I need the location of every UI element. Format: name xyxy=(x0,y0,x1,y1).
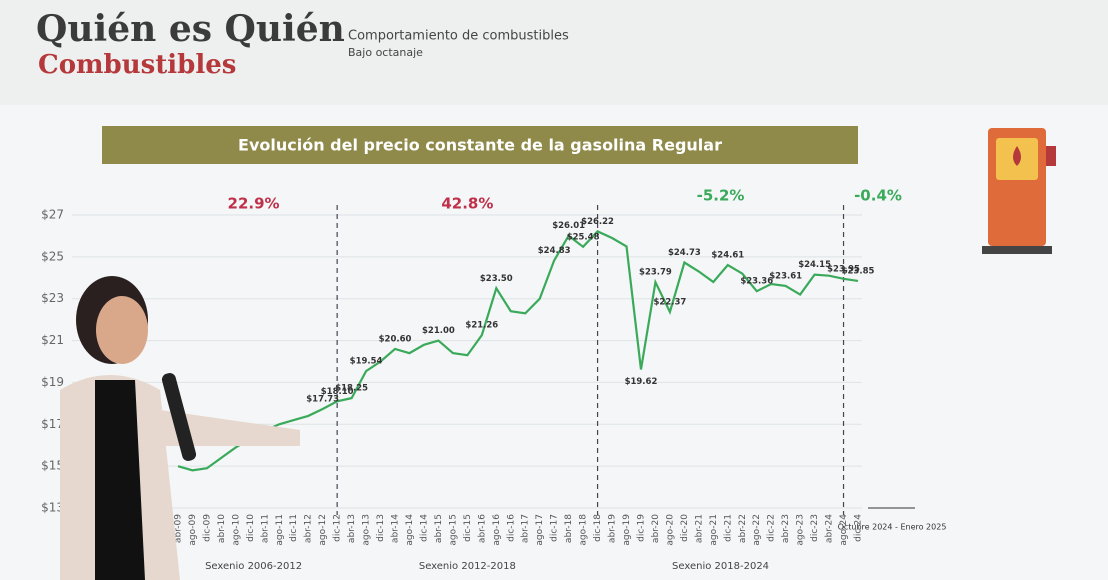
x-tick-label: ago-14 xyxy=(405,514,415,546)
x-tick-label: ago-21 xyxy=(709,514,719,546)
x-tick-label: dic-20 xyxy=(680,514,690,542)
value-label: $23.36 xyxy=(740,277,773,287)
x-tick-label: ago-11 xyxy=(275,514,285,546)
x-tick-label: ago-24 xyxy=(839,514,849,546)
pump-icon xyxy=(982,128,1056,254)
x-tick-label: dic-09 xyxy=(202,514,212,542)
y-tick-label: $17 xyxy=(41,417,64,431)
x-tick-label: abr-10 xyxy=(217,514,227,543)
x-tick-label: dic-23 xyxy=(810,514,820,542)
x-tick-label: ago-23 xyxy=(796,514,806,546)
x-tick-label: abr-15 xyxy=(434,514,444,543)
value-label: $19.62 xyxy=(625,377,658,387)
value-label: $18.10 xyxy=(321,387,354,397)
y-tick-label: $13 xyxy=(41,501,64,515)
period-change: 42.8% xyxy=(441,195,493,213)
x-tick-label: dic-17 xyxy=(550,514,560,542)
value-label: $24.61 xyxy=(711,251,744,261)
x-tick-label: ago-15 xyxy=(448,514,458,546)
period-label: Sexenio 2012-2018 xyxy=(419,561,516,572)
x-tick-label: abr-19 xyxy=(608,514,618,543)
x-tick-label: ago-19 xyxy=(622,514,632,546)
value-label: $19.54 xyxy=(350,357,383,367)
value-label: $23.95 xyxy=(827,264,860,274)
x-tick-label: ago-16 xyxy=(492,514,502,546)
x-tick-label: dic-22 xyxy=(767,514,777,542)
logo-title: Quién es Quién xyxy=(36,8,345,50)
presenter xyxy=(60,276,300,580)
x-tick-label: ago-10 xyxy=(231,514,241,546)
x-tick-label: abr-09 xyxy=(174,514,184,543)
value-label: $25.48 xyxy=(567,232,600,242)
x-tick-label: ago-20 xyxy=(665,514,675,546)
value-label: $23.85 xyxy=(842,266,875,276)
value-label: $21.26 xyxy=(465,321,498,331)
value-label: $21.00 xyxy=(422,326,455,336)
x-tick-label: abr-14 xyxy=(391,514,401,543)
x-tick-label: dic-11 xyxy=(289,514,299,542)
period-change: -0.4% xyxy=(854,187,902,205)
title-banner xyxy=(102,126,858,164)
x-tick-label: abr-16 xyxy=(477,514,487,543)
x-tick-label: dic-14 xyxy=(419,514,429,542)
period-change: -5.2% xyxy=(697,187,745,205)
x-tick-label: dic-10 xyxy=(246,514,256,542)
x-tick-label: dic-15 xyxy=(463,514,473,542)
value-label: $24.83 xyxy=(538,246,571,256)
x-tick-label: abr-21 xyxy=(694,514,704,543)
value-label: $24.15 xyxy=(798,260,831,270)
x-tick-label: abr-20 xyxy=(651,514,661,543)
x-tick-label: abr-18 xyxy=(564,514,574,543)
header-subtitle: Bajo octanaje xyxy=(348,46,423,59)
x-tick-label: dic-12 xyxy=(333,514,343,542)
x-tick-label: abr-23 xyxy=(781,514,791,543)
period-label: Sexenio 2018-2024 xyxy=(672,561,769,572)
value-label: $23.61 xyxy=(769,271,802,281)
value-label: $26.22 xyxy=(581,217,614,227)
x-tick-label: dic-16 xyxy=(506,514,516,542)
x-tick-label: abr-13 xyxy=(347,514,357,543)
x-tick-label: dic-24 xyxy=(854,514,864,542)
annotation: Octubre 2024 - Enero 2025 xyxy=(838,523,947,532)
logo-subtitle: Combustibles xyxy=(38,50,236,80)
header-band xyxy=(0,0,1108,105)
y-tick-label: $19 xyxy=(41,375,64,389)
period-change: 22.9% xyxy=(228,195,280,213)
x-tick-label: dic-18 xyxy=(593,514,603,542)
value-label: $26.01 xyxy=(552,221,585,231)
y-tick-label: $25 xyxy=(41,249,64,263)
value-label: $22.37 xyxy=(654,297,687,307)
x-tick-label: abr-24 xyxy=(825,514,835,543)
x-tick-label: abr-12 xyxy=(304,514,314,543)
chart-title: Evolución del precio constante de la gas… xyxy=(238,136,722,155)
header-title: Comportamiento de combustibles xyxy=(348,29,569,44)
x-tick-label: ago-17 xyxy=(535,514,545,546)
value-label: $17.73 xyxy=(306,395,339,405)
x-tick-label: abr-11 xyxy=(260,514,270,543)
period-label: Sexenio 2006-2012 xyxy=(205,561,302,572)
line xyxy=(177,229,859,472)
value-label: $18.25 xyxy=(335,384,368,394)
x-tick-label: ago-22 xyxy=(752,514,762,546)
x-tick-label: dic-13 xyxy=(376,514,386,542)
value-label: $24.73 xyxy=(668,248,701,258)
x-tick-label: abr-17 xyxy=(521,514,531,543)
y-tick-label: $21 xyxy=(41,333,64,347)
value-label: $23.50 xyxy=(480,274,513,284)
x-tick-label: ago-09 xyxy=(188,514,198,546)
x-tick-label: dic-19 xyxy=(636,514,646,542)
y-tick-label: $27 xyxy=(41,208,64,222)
plot: $13 $15 $17 $19 $21 $23 $25 $27 abr-09 ago-09 dic-… xyxy=(41,187,902,573)
value-label: $20.60 xyxy=(379,334,412,344)
x-tick-label: abr-22 xyxy=(738,514,748,543)
x-tick-label: ago-18 xyxy=(579,514,589,546)
x-tick-label: ago-12 xyxy=(318,514,328,546)
value-label: $23.79 xyxy=(639,268,672,278)
x-tick-label: ago-13 xyxy=(362,514,372,546)
y-tick-label: $15 xyxy=(41,459,64,473)
y-tick-label: $23 xyxy=(41,291,64,305)
x-tick-label: dic-21 xyxy=(723,514,733,542)
